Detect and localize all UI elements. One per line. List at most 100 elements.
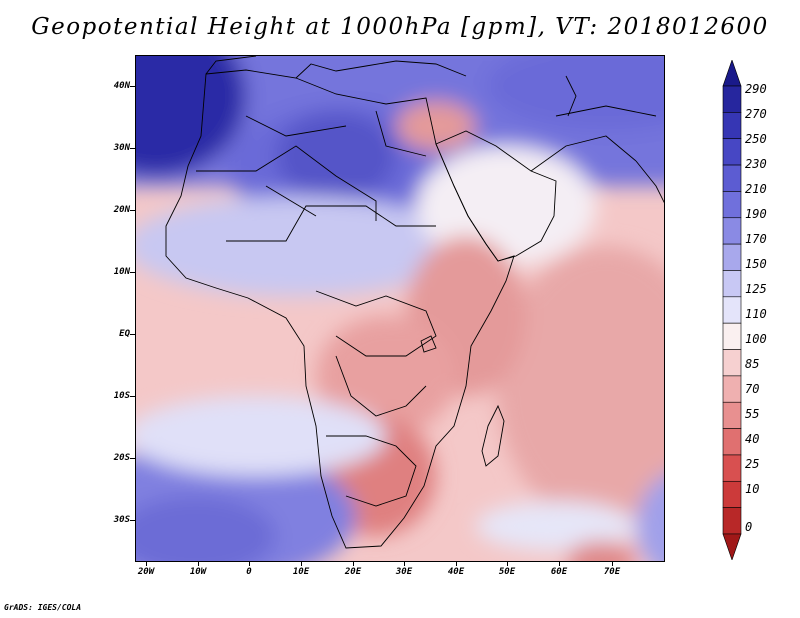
y-tick [130, 148, 135, 149]
border-1 [196, 145, 377, 221]
south-indian-white [476, 501, 636, 551]
y-label-10s: 10S [113, 391, 130, 401]
border-3 [315, 290, 437, 357]
colorbar-label: 100 [745, 332, 767, 346]
border-4 [335, 355, 427, 417]
colorbar-cell [722, 533, 742, 560]
colorbar-label: 170 [745, 232, 767, 246]
x-label-30e: 30E [395, 567, 413, 577]
south-indian-low [566, 541, 636, 561]
y-label-20s: 20S [113, 453, 130, 463]
mideast-low [396, 101, 476, 151]
x-tick [301, 562, 302, 566]
colorbar-label: 125 [745, 282, 767, 296]
madagascar [481, 404, 505, 467]
colorbar-cell [722, 375, 742, 403]
colorbar-label: 210 [745, 182, 767, 196]
colorbar-cell [722, 454, 742, 482]
y-label-40n: 40N [113, 81, 130, 91]
south-lightblue [136, 396, 386, 476]
colorbar-cell [722, 243, 742, 271]
y-tick [130, 334, 135, 335]
x-tick [404, 562, 405, 566]
x-label-60e: 60E [550, 567, 568, 577]
colorbar-label: 190 [745, 207, 767, 221]
x-tick [353, 562, 354, 566]
x-tick [507, 562, 508, 566]
x-label-20e: 20E [344, 567, 362, 577]
country-outlines [165, 56, 664, 549]
colorbar-label: 85 [745, 357, 760, 371]
caspian [565, 75, 577, 117]
arabia-coast [435, 130, 557, 262]
colorbar-cell [722, 349, 742, 377]
y-tick [130, 86, 135, 87]
x-tick [559, 562, 560, 566]
libya-high [276, 111, 396, 201]
colorbar-cell [722, 164, 742, 192]
x-label-50e: 50E [498, 567, 516, 577]
lake-victoria [420, 335, 437, 353]
south-atlantic-core [136, 496, 276, 561]
geopotential-map [136, 56, 664, 561]
colorbar-label: 230 [745, 157, 767, 171]
colorbar-label: 110 [745, 307, 767, 321]
x-tick [456, 562, 457, 566]
colorbar-cell [722, 428, 742, 456]
india-coast [635, 160, 664, 204]
map-title: Geopotential Height at 1000hPa [gpm], VT… [31, 14, 769, 40]
y-tick [130, 210, 135, 211]
indian-ocean-pink [496, 246, 664, 526]
map-plot-area[interactable] [135, 55, 665, 562]
y-tick [130, 520, 135, 521]
colorbar-cell [722, 138, 742, 166]
colorbar-cell [722, 296, 742, 324]
x-label-10w: 10W [189, 567, 207, 577]
y-tick [130, 396, 135, 397]
colorbar-label: 290 [745, 82, 767, 96]
x-label-20w: 20W [137, 567, 155, 577]
border-5 [326, 435, 417, 507]
x-label-0: 0 [246, 567, 252, 577]
colorbar-cell [722, 60, 742, 87]
y-label-30n: 30N [113, 143, 130, 153]
colorbar-cell [722, 85, 742, 113]
y-label-eq: EQ [119, 329, 130, 339]
colorbar-cell [722, 507, 742, 535]
y-label-10n: 10N [113, 267, 130, 277]
x-label-10e: 10E [292, 567, 310, 577]
colorbar-label: 70 [745, 382, 760, 396]
y-tick [130, 272, 135, 273]
colorbar-label: 55 [745, 407, 760, 421]
colorbar-label: 250 [745, 132, 767, 146]
grads-credit: GrADS: IGES/COLA [4, 603, 82, 612]
colorbar-cell [722, 217, 742, 245]
arabia-white [416, 146, 596, 266]
colorbar-cells [722, 60, 742, 560]
west-africa-lightblue [136, 196, 466, 296]
europe-coast [205, 56, 467, 79]
border-7 [530, 105, 657, 172]
border-6 [245, 110, 427, 217]
colorbar-label: 150 [745, 257, 767, 271]
x-tick [146, 562, 147, 566]
colorbar-label: 40 [745, 432, 760, 446]
colorbar-cell [722, 322, 742, 350]
colorbar [722, 60, 742, 560]
colorbar-cell [722, 480, 742, 508]
colorbar-label: 270 [745, 107, 767, 121]
x-tick [198, 562, 199, 566]
y-label-20n: 20N [113, 205, 130, 215]
colorbar-cell [722, 112, 742, 140]
colorbar-cell [722, 270, 742, 298]
x-tick [249, 562, 250, 566]
colorbar-cell [722, 191, 742, 219]
x-label-70e: 70E [603, 567, 621, 577]
x-tick [612, 562, 613, 566]
colorbar-label: 25 [745, 457, 760, 471]
y-tick [130, 458, 135, 459]
south-indian-blue [636, 475, 664, 561]
y-label-30s: 30S [113, 515, 130, 525]
border-2 [226, 205, 436, 242]
colorbar-cell [722, 401, 742, 429]
